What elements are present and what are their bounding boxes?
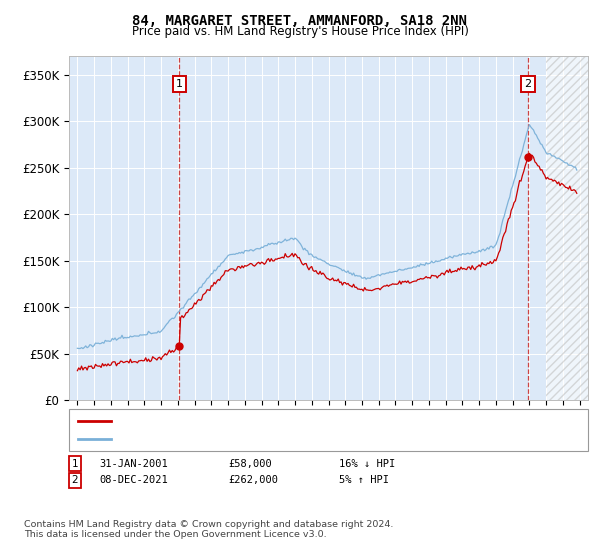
Text: 2: 2 — [71, 475, 79, 486]
Text: HPI: Average price, detached house, Carmarthenshire: HPI: Average price, detached house, Carm… — [117, 434, 398, 444]
Text: 84, MARGARET STREET, AMMANFORD, SA18 2NN (detached house): 84, MARGARET STREET, AMMANFORD, SA18 2NN… — [117, 416, 467, 426]
Text: 2: 2 — [524, 79, 532, 89]
Text: 16% ↓ HPI: 16% ↓ HPI — [339, 459, 395, 469]
Text: 31-JAN-2001: 31-JAN-2001 — [99, 459, 168, 469]
Text: Contains HM Land Registry data © Crown copyright and database right 2024.
This d: Contains HM Land Registry data © Crown c… — [24, 520, 394, 539]
Text: 08-DEC-2021: 08-DEC-2021 — [99, 475, 168, 486]
Text: 1: 1 — [176, 79, 182, 89]
Text: £262,000: £262,000 — [228, 475, 278, 486]
Text: £58,000: £58,000 — [228, 459, 272, 469]
Text: 84, MARGARET STREET, AMMANFORD, SA18 2NN: 84, MARGARET STREET, AMMANFORD, SA18 2NN — [133, 14, 467, 28]
Text: 1: 1 — [71, 459, 79, 469]
Bar — [546, 56, 588, 400]
Text: Price paid vs. HM Land Registry's House Price Index (HPI): Price paid vs. HM Land Registry's House … — [131, 25, 469, 38]
Text: 5% ↑ HPI: 5% ↑ HPI — [339, 475, 389, 486]
